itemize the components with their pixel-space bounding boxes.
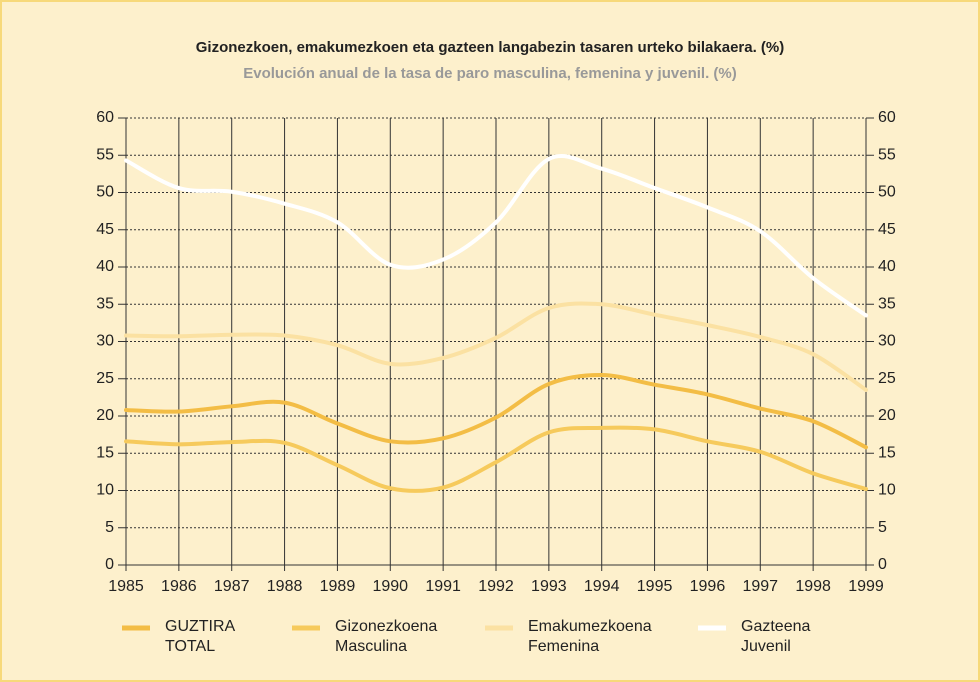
y2-tick-label: 45 <box>878 221 896 238</box>
y2-tick-label: 0 <box>878 556 887 573</box>
x-tick-label: 1986 <box>161 578 197 595</box>
y2-tick-label: 55 <box>878 146 896 163</box>
legend-label: Gizonezkoena <box>335 618 437 635</box>
x-tick-label: 1990 <box>372 578 408 595</box>
y-tick-label: 0 <box>105 556 114 573</box>
legend-label: Emakumezkoena <box>528 618 652 635</box>
x-tick-label: 1985 <box>108 578 144 595</box>
legend-translation: Femenina <box>528 638 599 655</box>
y-tick-label: 10 <box>96 482 114 499</box>
y2-tick-label: 5 <box>878 519 887 536</box>
y2-tick-label: 25 <box>878 370 896 387</box>
x-tick-label: 1993 <box>531 578 567 595</box>
y2-tick-label: 40 <box>878 258 896 275</box>
legend-translation: Juvenil <box>741 638 791 655</box>
x-tick-label: 1994 <box>584 578 620 595</box>
y2-tick-label: 60 <box>878 109 896 126</box>
y2-tick-label: 15 <box>878 444 896 461</box>
x-tick-label: 1991 <box>425 578 461 595</box>
y2-tick-label: 30 <box>878 333 896 350</box>
y-tick-label: 50 <box>96 184 114 201</box>
y2-tick-label: 20 <box>878 407 896 424</box>
chart-title: Gizonezkoen, emakumezkoen eta gazteen la… <box>196 39 785 56</box>
series-line <box>124 425 868 493</box>
y-tick-label: 35 <box>96 295 114 312</box>
y-tick-label: 55 <box>96 146 114 163</box>
y-tick-label: 40 <box>96 258 114 275</box>
y2-tick-label: 35 <box>878 295 896 312</box>
x-tick-label: 1987 <box>214 578 250 595</box>
legend-translation: TOTAL <box>165 638 215 655</box>
legend-translation: Masculina <box>335 638 407 655</box>
y-tick-label: 25 <box>96 370 114 387</box>
y-tick-label: 60 <box>96 109 114 126</box>
y-tick-label: 5 <box>105 519 114 536</box>
x-tick-label: 1999 <box>848 578 884 595</box>
y-tick-label: 20 <box>96 407 114 424</box>
legend-label: Gazteena <box>741 618 810 635</box>
y2-tick-label: 50 <box>878 184 896 201</box>
legend-label: GUZTIRA <box>165 618 236 635</box>
series-line <box>124 373 868 450</box>
series-line <box>124 301 868 392</box>
y-tick-label: 45 <box>96 221 114 238</box>
y2-tick-label: 10 <box>878 482 896 499</box>
y-tick-label: 30 <box>96 333 114 350</box>
x-tick-label: 1996 <box>690 578 726 595</box>
x-tick-label: 1989 <box>320 578 356 595</box>
chart-subtitle: Evolución anual de la tasa de paro mascu… <box>243 65 736 82</box>
x-tick-label: 1997 <box>742 578 778 595</box>
x-tick-label: 1988 <box>267 578 303 595</box>
x-tick-label: 1992 <box>478 578 514 595</box>
y-tick-label: 15 <box>96 444 114 461</box>
x-tick-label: 1995 <box>637 578 673 595</box>
x-tick-label: 1998 <box>795 578 831 595</box>
series-line <box>124 154 868 318</box>
